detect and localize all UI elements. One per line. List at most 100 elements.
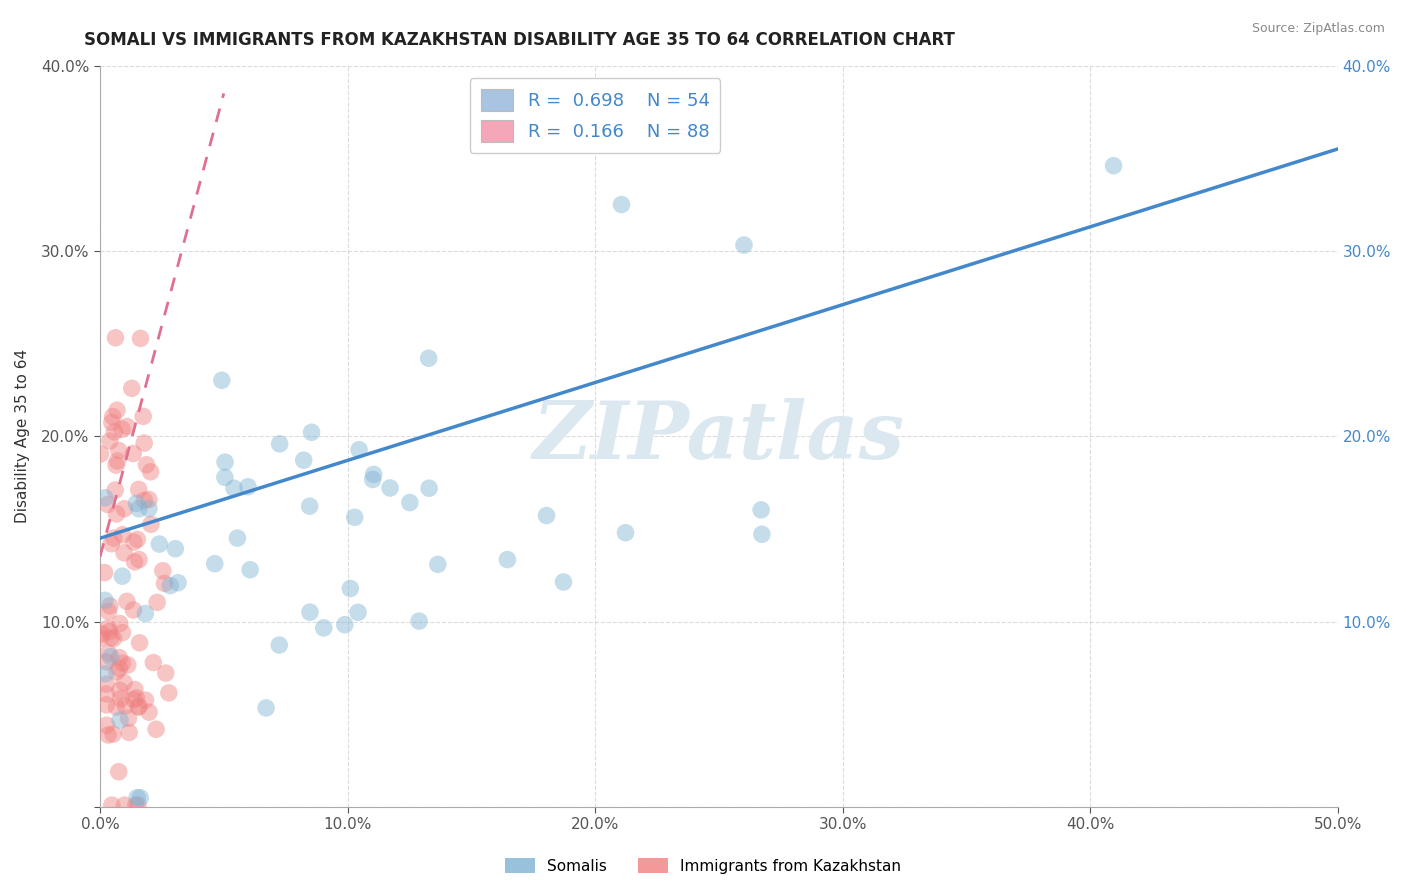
Point <box>117 657 139 672</box>
Point <box>96 677 118 691</box>
Point <box>97 498 120 512</box>
Point <box>127 790 149 805</box>
Point <box>108 650 131 665</box>
Point <box>128 483 150 497</box>
Point <box>122 692 145 706</box>
Point <box>108 616 131 631</box>
Point <box>122 603 145 617</box>
Point <box>269 437 291 451</box>
Point <box>211 373 233 387</box>
Point <box>122 446 145 460</box>
Point <box>104 331 127 345</box>
Point <box>363 467 385 482</box>
Point <box>165 541 187 556</box>
Point <box>105 507 128 521</box>
Point <box>135 458 157 472</box>
Point <box>124 555 146 569</box>
Point <box>105 403 128 417</box>
Point <box>94 491 117 505</box>
Point <box>90 631 112 645</box>
Point <box>125 690 148 705</box>
Point <box>96 655 118 669</box>
Point <box>121 381 143 395</box>
Point <box>101 727 124 741</box>
Point <box>146 595 169 609</box>
Point <box>333 617 356 632</box>
Point <box>114 798 136 813</box>
Point <box>96 718 118 732</box>
Point <box>408 614 430 628</box>
Point <box>301 425 323 440</box>
Point <box>114 698 136 713</box>
Point <box>269 638 291 652</box>
Point <box>111 569 134 583</box>
Point <box>101 409 124 424</box>
Point <box>222 481 245 495</box>
Point <box>204 557 226 571</box>
Point <box>97 728 120 742</box>
Point <box>339 582 361 596</box>
Point <box>292 453 315 467</box>
Point <box>347 442 370 457</box>
Point <box>100 537 122 551</box>
Point <box>128 501 150 516</box>
Point <box>129 331 152 345</box>
Point <box>214 470 236 484</box>
Point <box>214 455 236 469</box>
Point <box>110 691 132 706</box>
Point <box>94 666 117 681</box>
Point <box>361 473 384 487</box>
Point <box>124 682 146 697</box>
Point <box>298 499 321 513</box>
Point <box>134 693 156 707</box>
Point <box>127 798 149 813</box>
Point <box>343 510 366 524</box>
Point <box>108 713 131 727</box>
Legend: R =  0.698    N = 54, R =  0.166    N = 88: R = 0.698 N = 54, R = 0.166 N = 88 <box>470 78 720 153</box>
Point <box>111 422 134 436</box>
Point <box>108 683 131 698</box>
Point <box>128 636 150 650</box>
Point <box>107 764 129 779</box>
Point <box>138 501 160 516</box>
Point <box>159 579 181 593</box>
Point <box>167 575 190 590</box>
Point <box>254 701 277 715</box>
Point <box>94 593 117 607</box>
Point <box>148 537 170 551</box>
Point <box>553 574 575 589</box>
Point <box>312 621 335 635</box>
Point <box>426 558 449 572</box>
Point <box>127 699 149 714</box>
Point <box>749 503 772 517</box>
Point <box>298 605 321 619</box>
Point <box>98 599 121 613</box>
Point <box>139 517 162 532</box>
Point <box>536 508 558 523</box>
Text: ZIPatlas: ZIPatlas <box>533 398 905 475</box>
Point <box>115 594 138 608</box>
Point <box>108 661 131 675</box>
Point <box>127 533 149 547</box>
Point <box>1102 159 1125 173</box>
Point <box>128 552 150 566</box>
Point <box>117 711 139 725</box>
Point <box>418 481 440 495</box>
Point <box>115 419 138 434</box>
Point <box>107 454 129 468</box>
Point <box>103 632 125 646</box>
Point <box>100 649 122 664</box>
Point <box>155 666 177 681</box>
Point <box>111 527 134 541</box>
Point <box>111 625 134 640</box>
Point <box>129 790 152 805</box>
Point <box>134 493 156 508</box>
Point <box>142 656 165 670</box>
Point <box>101 798 124 813</box>
Point <box>610 197 633 211</box>
Point <box>103 531 125 545</box>
Point <box>751 527 773 541</box>
Point <box>134 607 156 621</box>
Point <box>157 686 180 700</box>
Point <box>128 699 150 714</box>
